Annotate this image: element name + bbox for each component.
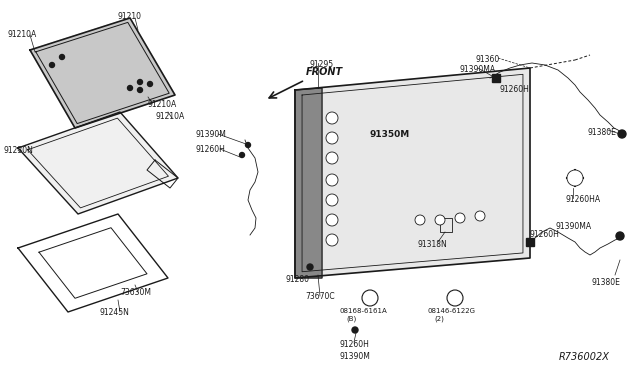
Circle shape — [616, 232, 624, 240]
Text: B: B — [452, 295, 458, 301]
Text: 91390MA: 91390MA — [555, 222, 591, 231]
Polygon shape — [18, 112, 178, 214]
Circle shape — [147, 81, 152, 87]
Text: 91280: 91280 — [286, 275, 310, 284]
Text: 91380E: 91380E — [592, 278, 621, 287]
Text: 91260H: 91260H — [340, 340, 370, 349]
Circle shape — [138, 87, 143, 93]
Circle shape — [307, 264, 313, 270]
Text: 91350M: 91350M — [370, 130, 410, 139]
Circle shape — [326, 132, 338, 144]
Text: FRONT: FRONT — [306, 67, 343, 77]
Polygon shape — [30, 18, 175, 128]
Circle shape — [618, 130, 626, 138]
Text: 91210A: 91210A — [8, 30, 37, 39]
Circle shape — [567, 170, 583, 186]
Text: 73670C: 73670C — [305, 292, 335, 301]
Text: 91260H: 91260H — [195, 145, 225, 154]
Circle shape — [138, 80, 143, 84]
Text: 91390M: 91390M — [340, 352, 371, 361]
Circle shape — [435, 215, 445, 225]
Circle shape — [239, 153, 244, 157]
Text: (2): (2) — [434, 316, 444, 323]
Text: 08168-6161A: 08168-6161A — [340, 308, 388, 314]
Text: 91360: 91360 — [476, 55, 500, 64]
Text: 91260HA: 91260HA — [565, 195, 600, 204]
Text: 91245N: 91245N — [100, 308, 130, 317]
Circle shape — [326, 174, 338, 186]
Circle shape — [326, 112, 338, 124]
Polygon shape — [295, 88, 322, 278]
Text: 08146-6122G: 08146-6122G — [428, 308, 476, 314]
Circle shape — [60, 55, 65, 60]
Text: 91230N: 91230N — [4, 146, 34, 155]
Text: 91318N: 91318N — [418, 240, 448, 249]
Circle shape — [362, 290, 378, 306]
Text: 91210A: 91210A — [148, 100, 177, 109]
Text: 91210A: 91210A — [155, 112, 184, 121]
Text: 91260H: 91260H — [530, 230, 560, 239]
Text: B: B — [367, 295, 372, 301]
Text: 91390M: 91390M — [195, 130, 226, 139]
Text: 91210: 91210 — [118, 12, 142, 21]
Circle shape — [326, 214, 338, 226]
Circle shape — [326, 152, 338, 164]
Circle shape — [127, 86, 132, 90]
Circle shape — [246, 142, 250, 148]
Circle shape — [415, 215, 425, 225]
Text: 91295: 91295 — [310, 60, 334, 69]
Bar — [492, 74, 500, 82]
Text: 91260H: 91260H — [500, 85, 530, 94]
Circle shape — [475, 211, 485, 221]
Circle shape — [352, 327, 358, 333]
Circle shape — [326, 234, 338, 246]
Text: 73630M: 73630M — [120, 288, 151, 297]
Text: 91390MA: 91390MA — [460, 65, 496, 74]
Text: R736002X: R736002X — [559, 352, 610, 362]
Circle shape — [49, 62, 54, 67]
Text: (B): (B) — [346, 316, 356, 323]
Circle shape — [455, 213, 465, 223]
Polygon shape — [295, 68, 530, 278]
Bar — [526, 238, 534, 246]
Circle shape — [447, 290, 463, 306]
Text: 91380E: 91380E — [588, 128, 617, 137]
Circle shape — [326, 194, 338, 206]
